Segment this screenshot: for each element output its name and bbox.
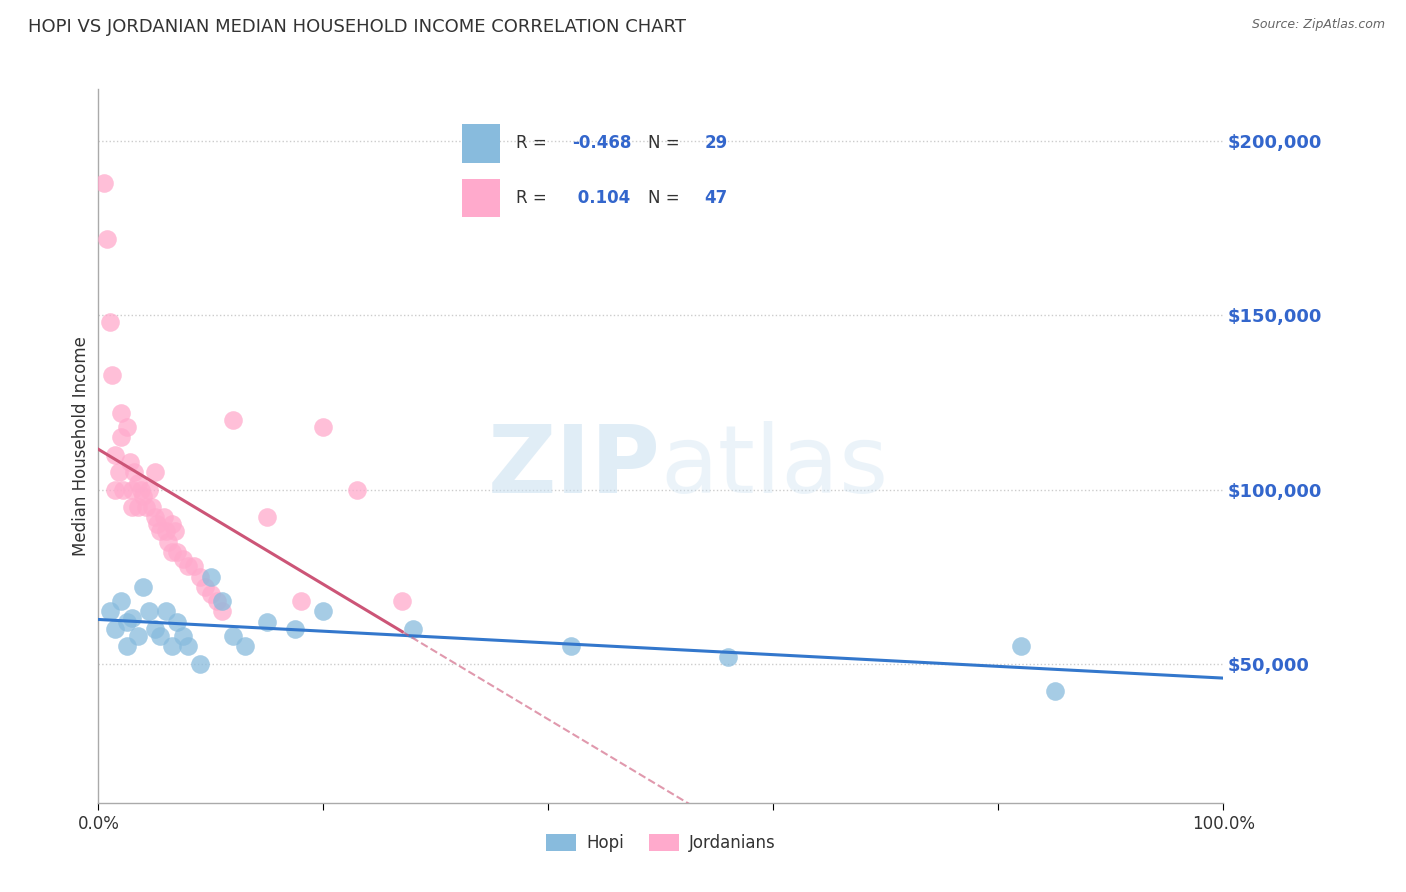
Point [160,517,183,532]
Point [129,483,152,497]
Point [152,510,174,524]
Point [107,465,129,479]
Point [138,604,160,618]
Point [104,448,127,462]
Point [121,611,143,625]
Point [143,622,166,636]
Point [222,629,245,643]
Point [166,615,188,629]
Point [138,483,160,497]
Point [290,594,312,608]
Point [163,524,186,539]
Point [560,639,582,653]
Point [104,622,127,636]
Text: Source: ZipAtlas.com: Source: ZipAtlas.com [1251,18,1385,31]
Point [155,604,177,618]
Point [222,413,245,427]
Point [1043,684,1066,698]
Point [172,552,194,566]
Point [110,430,132,444]
Point [115,420,138,434]
Point [188,657,211,671]
Point [346,483,368,497]
Point [115,639,138,653]
Point [143,465,166,479]
Point [177,639,200,653]
Y-axis label: Median Household Income: Median Household Income [72,336,90,556]
Point [98,604,121,618]
Point [121,483,143,497]
Point [104,483,127,497]
Point [172,629,194,643]
Point [127,629,149,643]
Point [312,604,335,618]
Point [155,524,177,539]
Point [146,517,169,532]
Text: atlas: atlas [661,421,889,514]
Point [211,604,233,618]
Point [118,455,141,469]
Point [149,629,172,643]
Point [141,500,163,514]
Point [121,500,143,514]
Point [112,483,135,497]
Point [160,639,183,653]
Text: ZIP: ZIP [488,421,661,514]
Point [284,622,307,636]
Point [188,569,211,583]
Point [177,559,200,574]
Point [205,594,228,608]
Point [101,368,124,382]
Point [115,615,138,629]
Point [200,569,222,583]
Point [135,500,157,514]
Point [1010,639,1032,653]
Point [127,475,149,490]
Point [132,490,155,504]
Point [157,534,180,549]
Point [211,594,233,608]
Point [96,232,118,246]
Text: HOPI VS JORDANIAN MEDIAN HOUSEHOLD INCOME CORRELATION CHART: HOPI VS JORDANIAN MEDIAN HOUSEHOLD INCOM… [28,18,686,36]
Point [98,315,121,329]
Point [124,465,146,479]
Point [166,545,188,559]
Point [132,580,155,594]
Point [402,622,425,636]
Legend: Hopi, Jordanians: Hopi, Jordanians [540,827,782,859]
Point [200,587,222,601]
Point [391,594,413,608]
Point [717,649,740,664]
Point [127,500,149,514]
Point [143,510,166,524]
Point [233,639,256,653]
Point [312,420,335,434]
Point [183,559,205,574]
Point [194,580,217,594]
Point [256,615,278,629]
Point [110,406,132,420]
Point [160,545,183,559]
Point [110,594,132,608]
Point [93,176,115,190]
Point [256,510,278,524]
Point [149,524,172,539]
